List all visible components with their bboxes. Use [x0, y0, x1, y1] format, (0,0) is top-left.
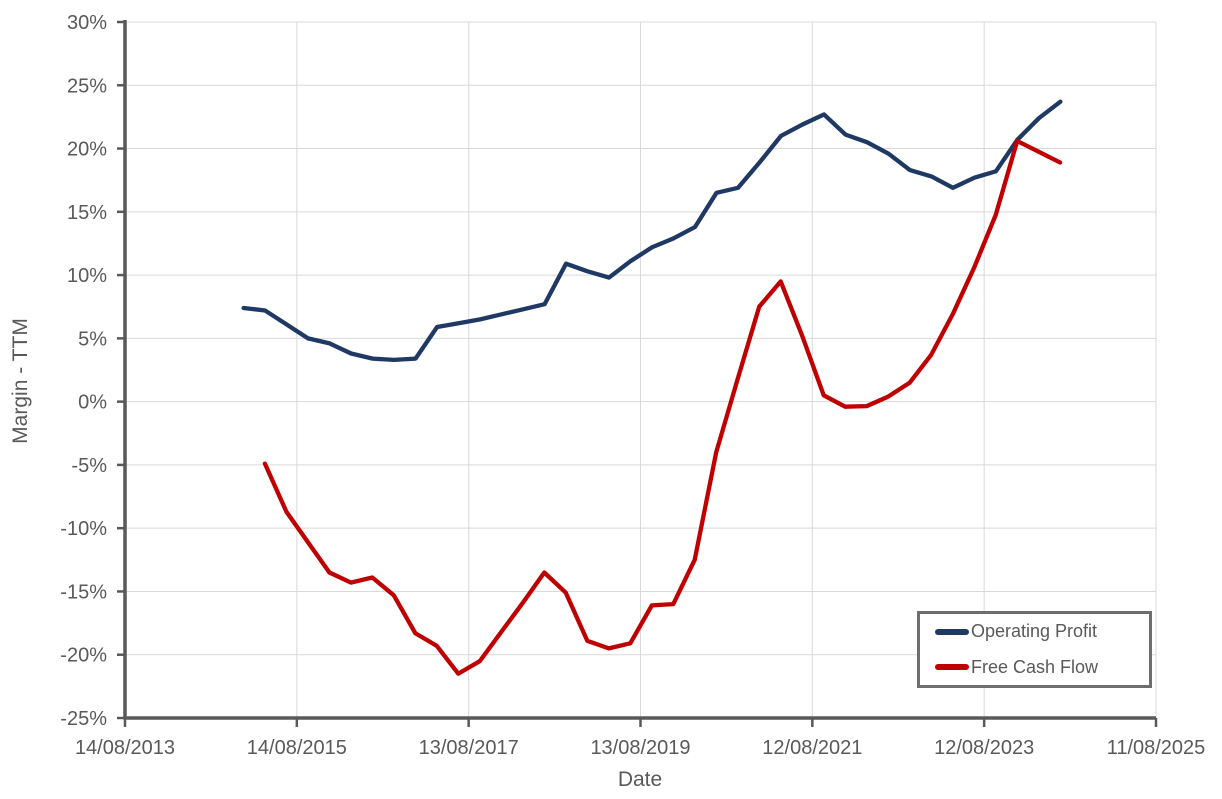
x-tick-label: 14/08/2015 [247, 737, 347, 759]
y-tick-label: -25% [60, 708, 107, 730]
series-line-operating-profit [241, 99, 1063, 363]
x-tick-label: 13/08/2019 [590, 737, 690, 759]
y-tick-label: 5% [78, 328, 107, 350]
legend-item-operating-profit: Operating Profit [935, 621, 1149, 642]
legend-label-operating-profit: Operating Profit [971, 621, 1098, 642]
y-tick-label: 25% [67, 75, 107, 97]
y-tick-label: 20% [67, 139, 107, 161]
series-line-free-cash-flow [262, 138, 1063, 676]
legend-item-free-cash-flow: Free Cash Flow [935, 657, 1149, 678]
legend-label-free-cash-flow: Free Cash Flow [971, 656, 1099, 677]
y-tick-label: -10% [60, 518, 107, 540]
y-tick-label: 15% [67, 202, 107, 224]
x-tick-label: 13/08/2017 [419, 737, 519, 759]
free-cash-flow-line-swatch [935, 664, 969, 671]
x-tick-label: 12/08/2023 [934, 737, 1034, 759]
y-tick-label: -5% [71, 455, 107, 477]
x-tick-label: 12/08/2021 [762, 737, 862, 759]
x-tick-label: 11/08/2025 [1107, 737, 1206, 759]
x-tick-label: 14/08/2013 [75, 737, 175, 759]
y-tick-label: -20% [60, 645, 107, 667]
y-tick-label: -15% [60, 581, 107, 603]
y-tick-label: 30% [67, 12, 107, 34]
y-tick-label: 10% [67, 265, 107, 287]
operating-profit-line-swatch [935, 628, 969, 635]
x-axis-title: Date [617, 768, 663, 791]
y-tick-label: 0% [78, 392, 107, 414]
legend: Operating Profit Free Cash Flow [917, 611, 1152, 688]
y-axis-title: Margin - TTM [9, 318, 32, 444]
